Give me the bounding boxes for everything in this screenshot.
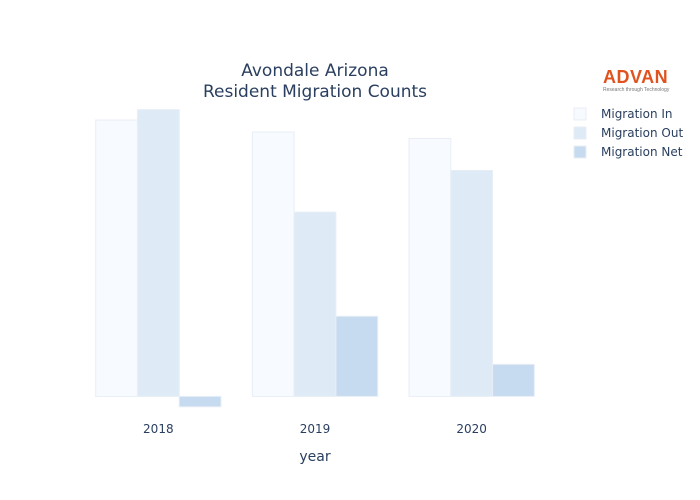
legend: Migration In Migration Out Migration Net (573, 107, 683, 159)
bar-migration-net-2019 (335, 315, 379, 397)
legend-label-migration-out[interactable]: Migration Out (601, 126, 683, 140)
legend-label-migration-net[interactable]: Migration Net (601, 145, 683, 159)
x-axis-title: year (299, 449, 330, 465)
chart-title-line2: Resident Migration Counts (203, 82, 427, 102)
bar-migration-in-2018 (95, 119, 138, 397)
advan-logo-text: ADVAN (603, 67, 668, 87)
x-tick-label-2020: 2020 (456, 422, 487, 436)
x-axis-ticks: 2018 2019 2020 (143, 422, 487, 436)
legend-swatch-migration-net[interactable] (573, 145, 587, 159)
bar-migration-net-2018 (178, 395, 222, 408)
bar-migration-net-2020 (492, 363, 535, 397)
bar-migration-in-2020 (408, 137, 452, 397)
bar-migration-in-2019 (251, 131, 295, 397)
x-tick-label-2019: 2019 (300, 422, 331, 436)
advan-logo-tagline: Research through Technology (603, 87, 670, 93)
chart-title-line1: Avondale Arizona (241, 61, 389, 81)
legend-swatch-migration-out[interactable] (573, 126, 587, 140)
x-tick-label-2018: 2018 (143, 422, 174, 436)
advan-logo: ADVAN Research through Technology (603, 67, 670, 93)
chart-title: Avondale Arizona Resident Migration Coun… (203, 61, 427, 102)
bar-migration-out-2018 (136, 109, 180, 397)
legend-swatch-migration-in[interactable] (573, 107, 587, 121)
bar-migration-out-2019 (293, 211, 337, 397)
legend-label-migration-in[interactable]: Migration In (601, 107, 673, 121)
bar-migration-out-2020 (450, 169, 494, 397)
plot-area (95, 109, 535, 408)
